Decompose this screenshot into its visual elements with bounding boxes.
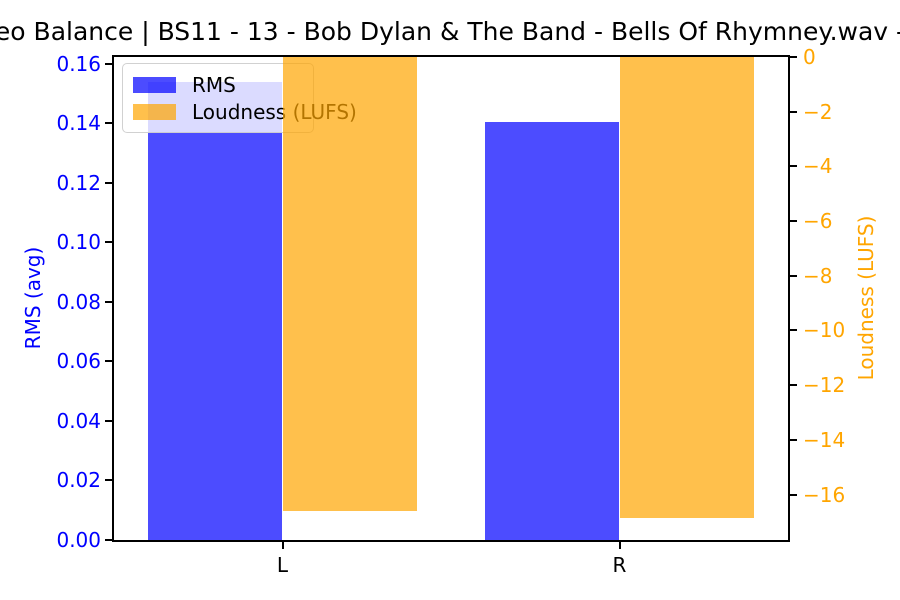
left-tick	[105, 539, 112, 541]
legend-swatch-rms	[133, 77, 176, 93]
right-tick-label: 0	[803, 45, 816, 69]
left-axis-label: RMS (avg)	[21, 246, 45, 350]
left-tick	[105, 241, 112, 244]
right-tick	[790, 165, 797, 168]
bar-loudness-lufs--L	[282, 57, 418, 511]
right-tick-label: −6	[803, 209, 833, 234]
right-tick	[790, 110, 797, 113]
right-tick-label: −2	[803, 99, 833, 124]
right-tick-label: −14	[803, 427, 846, 452]
right-tick	[790, 220, 797, 223]
legend-label-rms: RMS	[192, 73, 236, 97]
right-tick	[790, 493, 797, 496]
x-tick-label-R: R	[612, 553, 627, 577]
legend-entry-rms: RMS	[133, 73, 303, 97]
x-tick-label-L: L	[276, 553, 289, 577]
left-tick	[105, 62, 112, 65]
left-tick-label: 0.04	[56, 408, 101, 433]
bar-loudness-lufs--R	[619, 57, 755, 518]
right-axis-label: Loudness (LUFS)	[854, 215, 878, 381]
right-tick	[790, 274, 797, 277]
left-tick-label: 0.16	[56, 51, 101, 76]
left-tick-label: 0.02	[56, 468, 101, 493]
left-tick	[105, 300, 112, 303]
left-tick-label: 0.10	[56, 230, 101, 255]
left-tick	[105, 479, 112, 482]
left-tick-label: 0.08	[56, 289, 101, 314]
right-tick-label: −16	[803, 482, 846, 507]
right-tick	[790, 329, 797, 332]
left-tick-label: 0.00	[56, 528, 101, 552]
right-tick-label: −4	[803, 154, 833, 179]
legend-swatch-loudness	[133, 104, 176, 120]
bar-rms-R	[484, 121, 620, 540]
x-tick-R	[618, 542, 621, 549]
chart-title: eo Balance | BS11 - 13 - Bob Dylan & The…	[0, 17, 900, 46]
right-tick-label: −8	[803, 263, 833, 288]
left-tick-label: 0.14	[56, 111, 101, 136]
x-tick-L	[281, 542, 284, 549]
right-tick	[790, 56, 797, 58]
left-tick	[105, 181, 112, 184]
right-tick-label: −10	[803, 318, 846, 343]
plot-area: RMS Loudness (LUFS) L R 0.00 0.02 0.04 0.06 0.…	[56, 45, 845, 577]
left-tick	[105, 360, 112, 363]
left-tick-label: 0.06	[56, 349, 101, 374]
right-tick-label: −12	[803, 373, 846, 398]
right-tick	[790, 438, 797, 441]
bar-rms-L	[147, 81, 283, 540]
left-tick	[105, 419, 112, 422]
left-tick	[105, 122, 112, 125]
right-tick	[790, 384, 797, 387]
left-tick-label: 0.12	[56, 170, 101, 195]
legend-entry-loudness: Loudness (LUFS)	[133, 100, 357, 124]
